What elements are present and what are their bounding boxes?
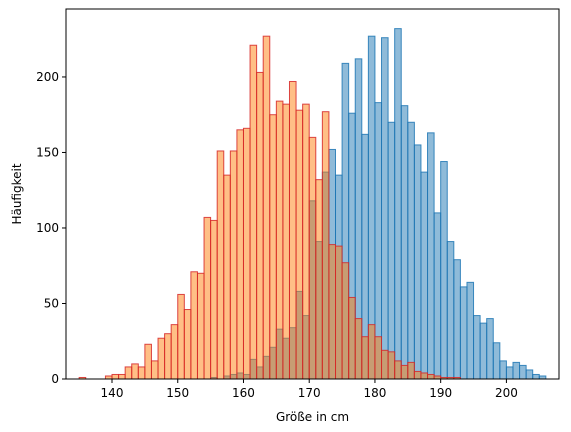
x-axis-label: Größe in cm bbox=[276, 410, 349, 424]
histogram-bar-series-2 bbox=[269, 114, 277, 380]
y-tick-label: 200 bbox=[36, 70, 59, 84]
histogram-bar-series-2 bbox=[400, 364, 409, 380]
histogram-bar-series-1 bbox=[479, 322, 488, 380]
histogram-bar-series-2 bbox=[335, 245, 343, 380]
histogram-bar-series-2 bbox=[124, 366, 133, 380]
histogram-bar-series-2 bbox=[183, 309, 192, 380]
histogram-bar-series-2 bbox=[381, 349, 389, 380]
y-axis-label: Häufigkeit bbox=[10, 163, 24, 224]
histogram-bar-series-2 bbox=[144, 343, 152, 380]
x-tick-label: 160 bbox=[232, 386, 255, 400]
histogram-bar-series-2 bbox=[196, 272, 205, 380]
x-tick-label: 140 bbox=[101, 386, 124, 400]
x-tick-label: 150 bbox=[166, 386, 189, 400]
histogram-bar-series-2 bbox=[361, 336, 369, 380]
histogram-bar-series-2 bbox=[275, 100, 284, 380]
histogram-bar-series-1 bbox=[387, 121, 396, 380]
histogram-bar-series-2 bbox=[354, 318, 363, 380]
histogram-bar-series-2 bbox=[315, 179, 323, 380]
histogram-bar-series-1 bbox=[433, 212, 442, 380]
histogram-bar-series-1 bbox=[453, 259, 461, 380]
histogram-bar-series-1 bbox=[427, 132, 435, 380]
histogram-bar-series-2 bbox=[249, 44, 258, 380]
histogram-bar-series-2 bbox=[302, 103, 310, 380]
y-tick-label: 100 bbox=[36, 221, 59, 235]
histogram-bar-series-2 bbox=[321, 111, 330, 380]
histogram-bar-series-2 bbox=[157, 337, 166, 380]
histogram-bar-series-1 bbox=[505, 366, 514, 380]
histogram-bar-series-1 bbox=[525, 369, 534, 380]
histogram-bar-series-2 bbox=[111, 373, 120, 380]
histogram-bar-series-1 bbox=[519, 364, 527, 380]
histogram-bar-series-2 bbox=[288, 80, 297, 380]
histogram-bar-series-1 bbox=[486, 318, 494, 380]
histogram-bar-series-2 bbox=[236, 129, 244, 380]
histogram-bar-series-1 bbox=[394, 28, 402, 380]
histogram-bar-series-2 bbox=[118, 373, 126, 380]
histogram-bar-series-1 bbox=[473, 315, 481, 380]
histogram-bar-series-2 bbox=[164, 333, 172, 380]
histogram-bar-series-1 bbox=[459, 286, 468, 380]
y-tick-label: 150 bbox=[36, 145, 59, 159]
histogram-bar-series-2 bbox=[308, 136, 317, 380]
histogram-bar-series-2 bbox=[328, 244, 336, 380]
histogram-bar-series-2 bbox=[131, 363, 139, 380]
histogram-bar-series-1 bbox=[466, 281, 475, 380]
histogram-bar-series-2 bbox=[394, 360, 402, 380]
histogram-bar-series-1 bbox=[381, 37, 389, 380]
histogram-bar-series-1 bbox=[446, 241, 455, 380]
x-tick-label: 200 bbox=[495, 386, 518, 400]
histogram-bar-series-2 bbox=[282, 103, 290, 380]
histogram-bar-series-2 bbox=[150, 360, 159, 380]
histogram-bar-series-1 bbox=[512, 361, 521, 380]
histogram-bar-series-2 bbox=[407, 361, 415, 380]
histogram-bar-series-2 bbox=[374, 336, 383, 380]
histogram-bar-series-1 bbox=[499, 360, 507, 380]
histogram-bar-series-2 bbox=[262, 35, 271, 380]
histogram-bar-series-1 bbox=[400, 105, 409, 380]
y-tick-label: 0 bbox=[51, 372, 59, 386]
histogram-bar-series-1 bbox=[532, 373, 540, 380]
histogram-bar-series-1 bbox=[407, 121, 415, 380]
histogram-bar-series-2 bbox=[216, 150, 225, 380]
histogram-bar-series-2 bbox=[137, 366, 146, 380]
histogram-bar-series-2 bbox=[348, 296, 356, 380]
histogram-bar-series-2 bbox=[203, 216, 212, 380]
histogram-bar-series-2 bbox=[420, 372, 429, 380]
x-tick-label: 170 bbox=[298, 386, 321, 400]
x-axis-ticks: 140 150 160 170 180 190 200 bbox=[101, 379, 518, 400]
histogram-bar-series-2 bbox=[210, 219, 218, 380]
histogram-bar-series-2 bbox=[242, 127, 251, 380]
x-tick-label: 180 bbox=[363, 386, 386, 400]
x-tick-label: 190 bbox=[429, 386, 452, 400]
histogram-bar-series-2 bbox=[341, 262, 350, 380]
histogram-bar-series-2 bbox=[387, 351, 396, 380]
axes-frame bbox=[65, 8, 560, 380]
histogram-bar-series-2 bbox=[367, 324, 376, 380]
histogram-bar-series-2 bbox=[190, 271, 198, 380]
histogram-bar-series-1 bbox=[413, 144, 422, 380]
histogram-bar-series-2 bbox=[295, 109, 304, 380]
histogram-bar-series-2 bbox=[427, 373, 435, 380]
histogram-bar-series-2 bbox=[413, 370, 422, 380]
histogram-bar-series-2 bbox=[223, 174, 231, 380]
y-tick-label: 50 bbox=[44, 296, 59, 310]
histogram-bar-series-1 bbox=[440, 161, 448, 380]
histogram-bar-series-1 bbox=[492, 342, 501, 380]
plot-area: 140 150 160 170 180 190 200 0 50 100 150 200 bbox=[36, 8, 560, 400]
y-axis-ticks: 0 50 100 150 200 bbox=[36, 70, 66, 386]
histogram-bar-series-2 bbox=[170, 324, 179, 380]
histogram-bar-series-1 bbox=[420, 171, 429, 380]
histogram-bar-series-2 bbox=[177, 293, 185, 380]
histogram-bar-series-2 bbox=[256, 71, 264, 380]
histogram-bar-series-2 bbox=[229, 150, 238, 380]
